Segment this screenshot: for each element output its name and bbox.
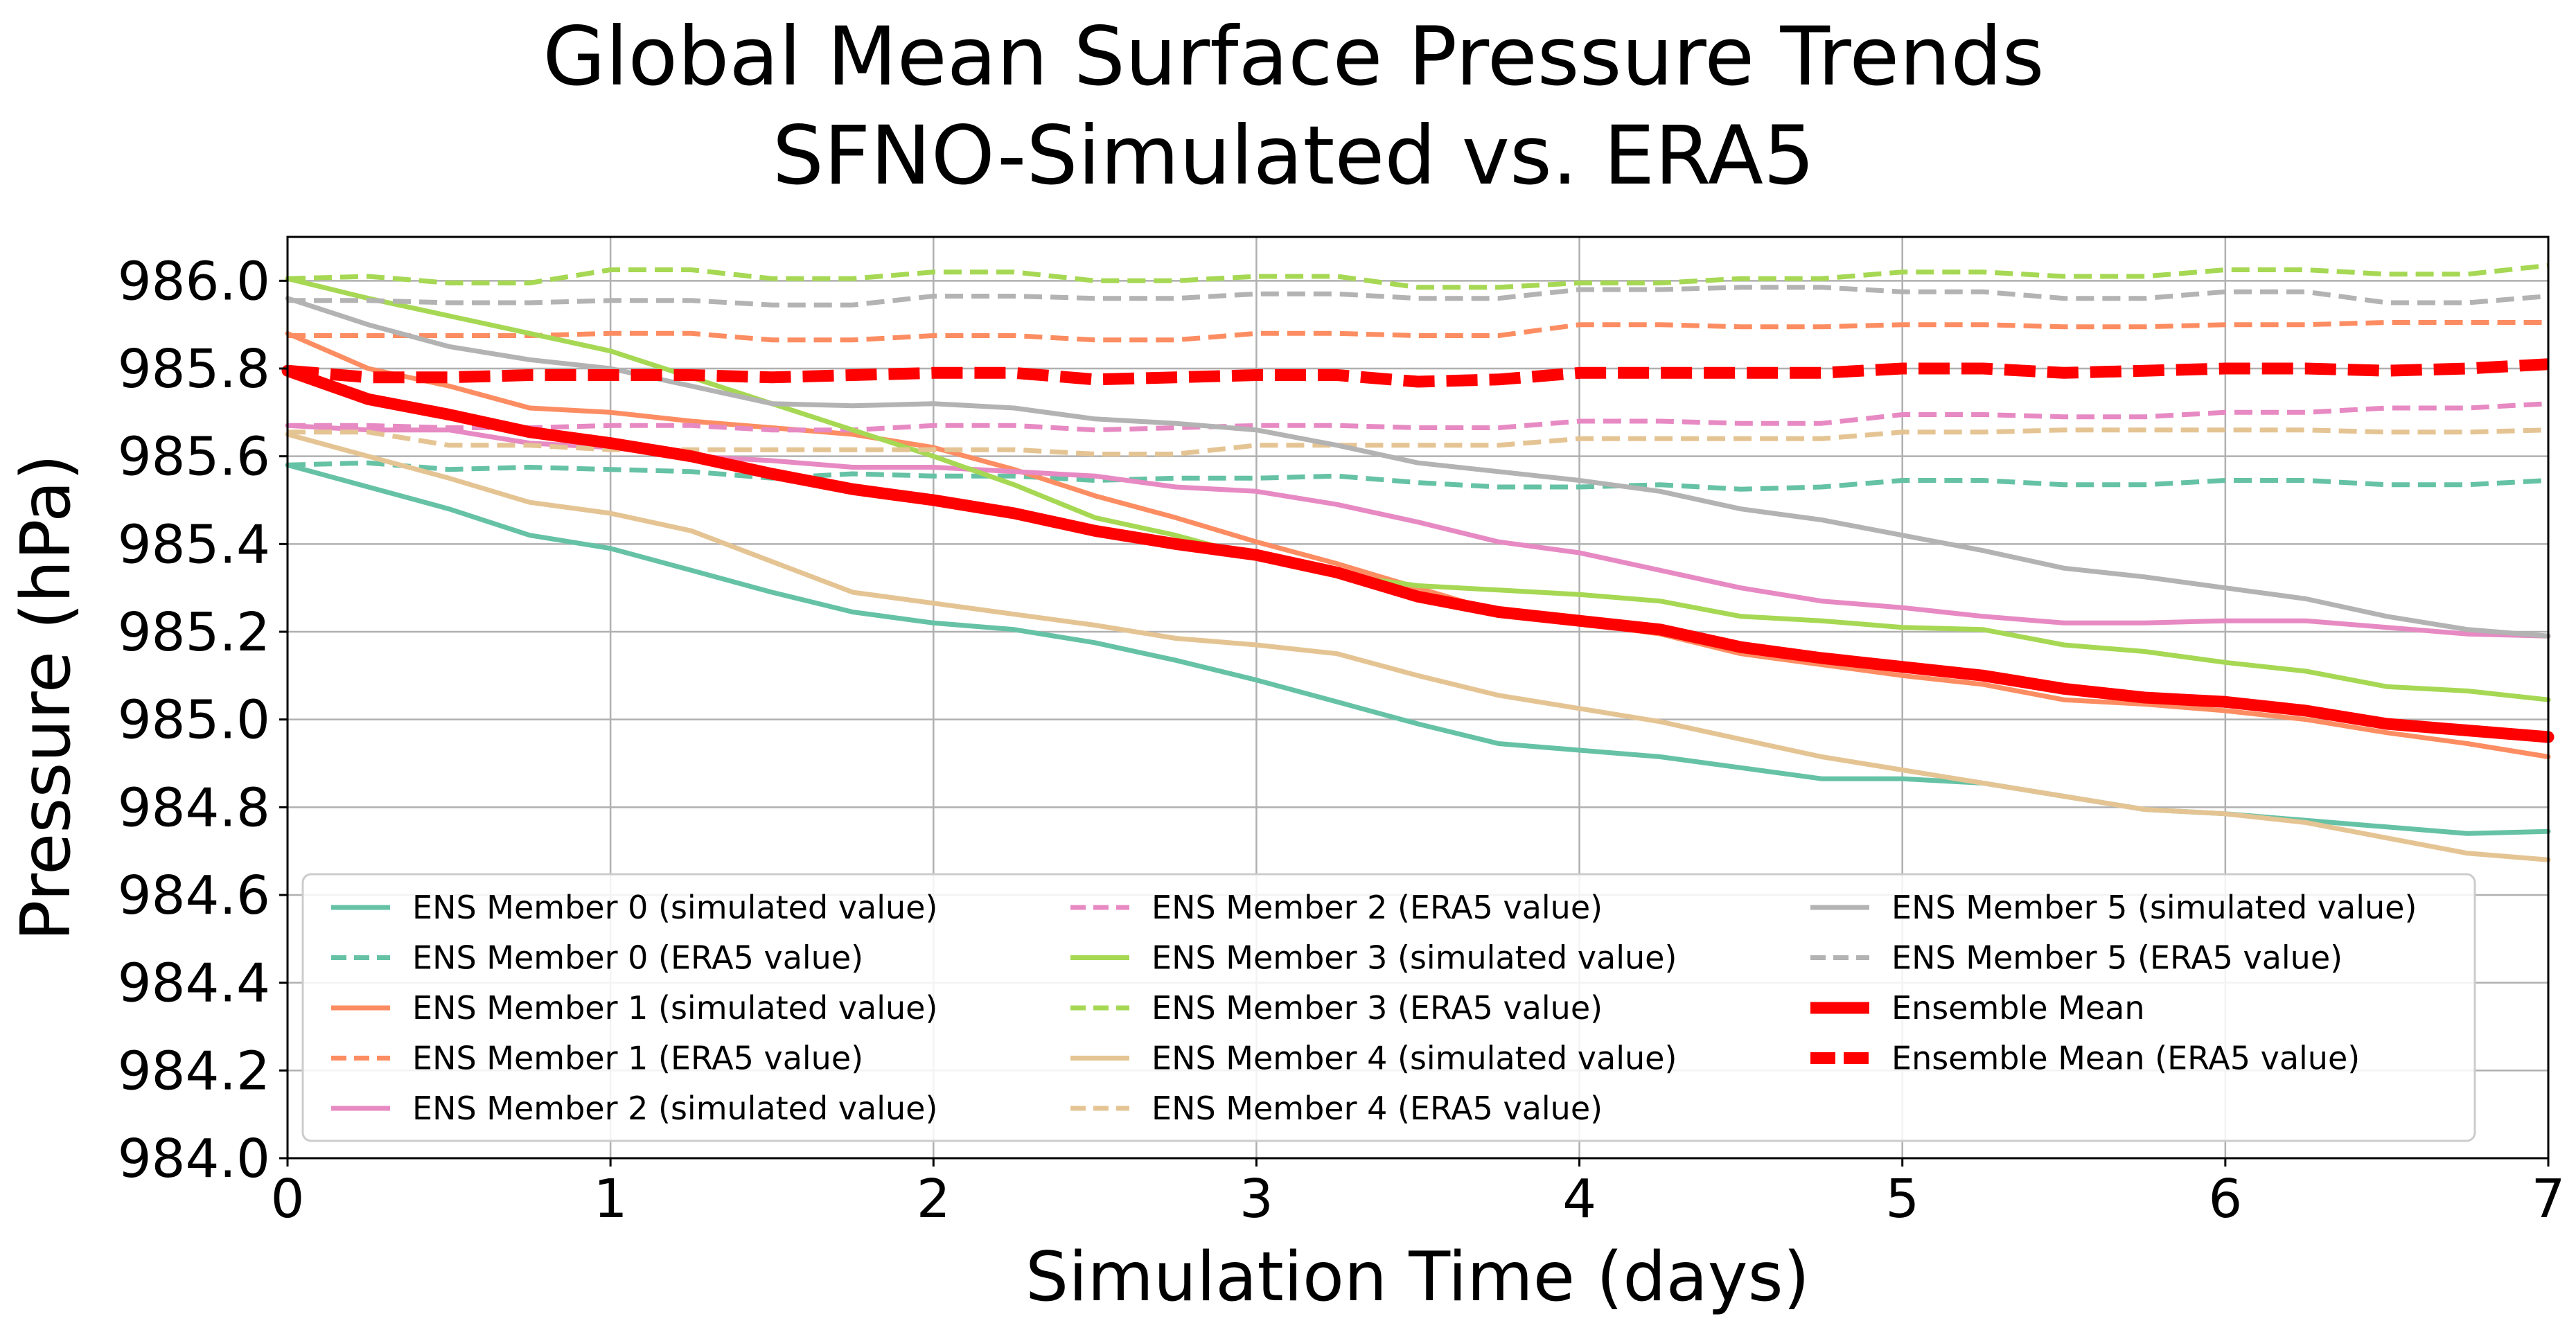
series-line-3 [288, 320, 2548, 343]
legend-label-10: ENS Member 5 (simulated value) [1891, 889, 2417, 926]
legend-label-4: ENS Member 2 (simulated value) [412, 1090, 937, 1127]
legend-label-11: ENS Member 5 (ERA5 value) [1891, 939, 2343, 977]
legend-label-5: ENS Member 2 (ERA5 value) [1152, 889, 1603, 926]
series-line-10 [285, 296, 2551, 639]
legend-label-0: ENS Member 0 (simulated value) [412, 889, 937, 926]
legend-label-8: ENS Member 4 (simulated value) [1152, 1040, 1677, 1077]
y-tick-label: 985.4 [118, 514, 270, 576]
series-line-12 [281, 364, 2555, 743]
legend-label-1: ENS Member 0 (ERA5 value) [412, 939, 863, 977]
y-tick-label: 984.4 [118, 953, 270, 1015]
y-tick-label: 984.0 [118, 1128, 270, 1190]
y-tick-label: 986.0 [118, 251, 270, 312]
legend-label-7: ENS Member 3 (ERA5 value) [1152, 989, 1603, 1027]
x-tick-label: 5 [1885, 1169, 1919, 1230]
plot-frame [286, 236, 2550, 1160]
plot-series [281, 263, 2555, 862]
x-tick-label: 3 [1240, 1169, 1273, 1230]
legend-label-12: Ensemble Mean [1891, 989, 2145, 1027]
y-tick-label: 985.2 [118, 602, 270, 664]
legend-box [301, 873, 2476, 1142]
series-line-13 [287, 358, 2549, 388]
axis-ticks: 0 1 2 3 4 5 6 7 984.0 984.2 984.4 984.6 984.8 985.0 98… [118, 251, 2566, 1230]
y-tick-label: 984.6 [118, 865, 270, 927]
y-tick-label: 984.8 [118, 777, 270, 839]
legend-label-3: ENS Member 1 (ERA5 value) [412, 1040, 863, 1077]
x-tick-label: 7 [2532, 1169, 2566, 1230]
y-axis-title: Pressure (hPa) [7, 454, 86, 941]
chart-subtitle: SFNO-Simulated vs. ERA5 [773, 108, 1815, 203]
y-tick-label: 985.0 [118, 690, 270, 752]
legend-label-13: Ensemble Mean (ERA5 value) [1891, 1040, 2360, 1077]
x-axis-title: Simulation Time (days) [1025, 1238, 1810, 1317]
legend-label-6: ENS Member 3 (simulated value) [1152, 939, 1677, 977]
series-line-5 [288, 401, 2549, 433]
series-line-6 [285, 276, 2551, 702]
y-tick-label: 985.6 [118, 427, 270, 488]
x-tick-label: 2 [917, 1169, 951, 1230]
series-line-1 [287, 460, 2549, 492]
x-tick-label: 4 [1562, 1169, 1596, 1230]
chart-title: Global Mean Surface Pressure Trends [542, 9, 2044, 104]
x-tick-label: 1 [594, 1169, 628, 1230]
y-tick-label: 984.2 [118, 1040, 270, 1102]
x-tick-label: 0 [271, 1169, 305, 1230]
legend-label-2: ENS Member 1 (simulated value) [412, 989, 937, 1027]
series-line-11 [288, 285, 2549, 308]
series-line-8 [285, 432, 2551, 862]
series-line-7 [287, 263, 2549, 290]
legend-label-9: ENS Member 4 (ERA5 value) [1152, 1090, 1603, 1127]
y-tick-label: 985.8 [118, 339, 270, 400]
x-tick-label: 6 [2208, 1169, 2242, 1230]
legend: ENS Member 0 (simulated value) ENS Member… [301, 873, 2476, 1142]
